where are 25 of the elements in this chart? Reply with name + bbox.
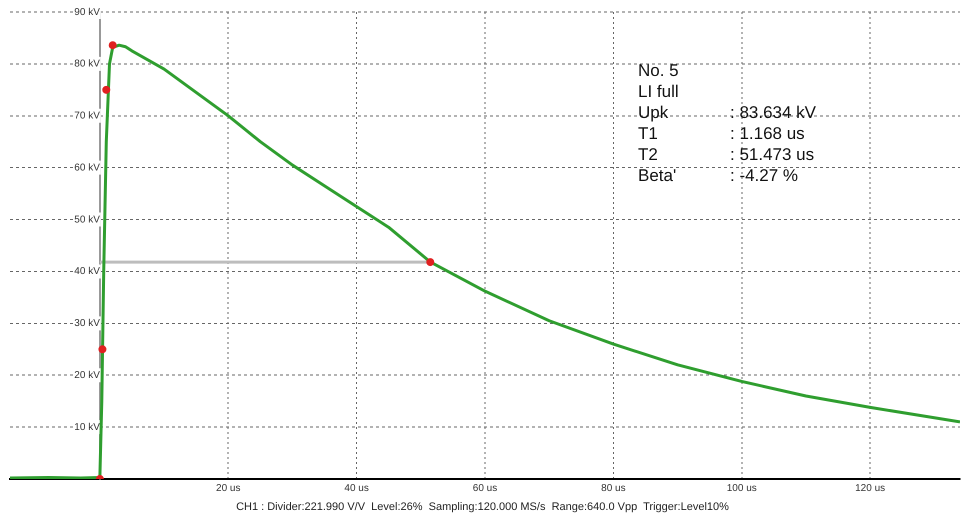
y-tick-label: 30 kV [74, 318, 100, 330]
annotation: LI full [638, 81, 679, 102]
point [108, 41, 117, 50]
y-tick-label: 80 kV [74, 58, 100, 70]
point [102, 86, 110, 94]
text: CH1 : Divider:221.990 V/V Level:26% Sampling:120.000 MS/s Range:640.0 Vpp Trigger:Level10% [235, 501, 730, 513]
y-tick-label: 60 kV [74, 162, 100, 174]
text: Upk : 83.634 kV [638, 103, 816, 122]
y-tick-label: 50 kV [74, 214, 100, 226]
x-tick-label: 60 us [472, 482, 498, 494]
y-tick-label: 70 kV [74, 110, 100, 122]
y-tick-label: 20 kV [74, 370, 100, 381]
text: T2 : 51.473 us [638, 145, 814, 164]
text: T1 : 1.168 us [638, 124, 805, 143]
text: Beta' : -4.27 % [638, 166, 798, 185]
x-tick-label: 120 us [855, 482, 886, 494]
y-tick-label: 40 kV [74, 266, 100, 278]
x-tick-label: 20 us [216, 482, 240, 494]
x-tick-label: 100 us [726, 482, 757, 494]
point [98, 345, 106, 354]
point [426, 258, 434, 266]
y-tick-label: 90 kV [74, 6, 100, 18]
x-tick-label: 40 us [344, 482, 369, 494]
x-tick-label: 80 us [601, 482, 626, 494]
annotation: No. 5 [638, 60, 679, 81]
